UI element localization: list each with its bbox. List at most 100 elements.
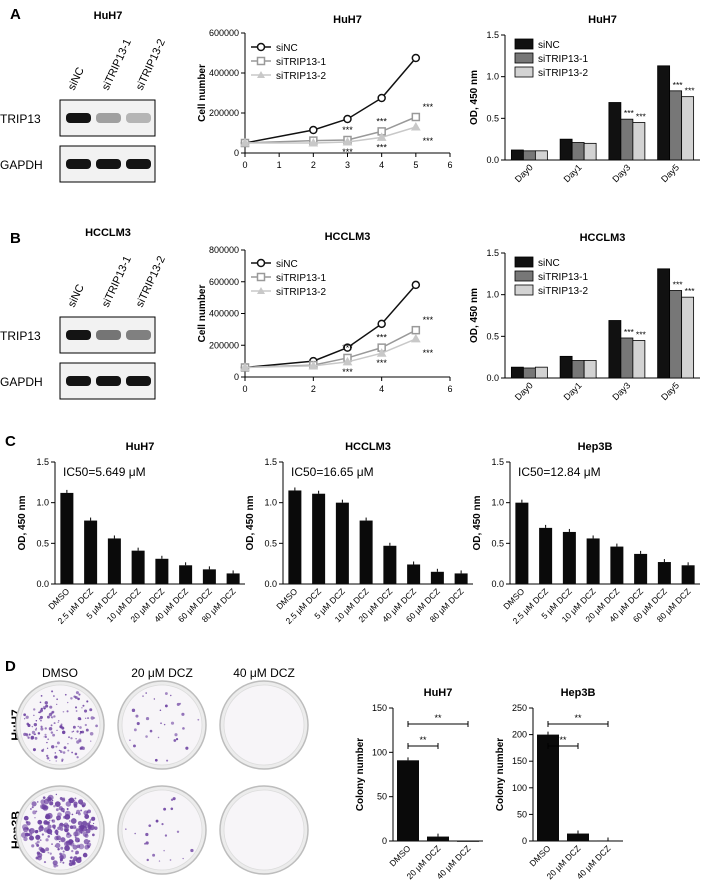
colony-dot <box>42 706 47 710</box>
dcz-huh7-bar <box>155 558 169 584</box>
growth-huh7-point <box>343 114 352 124</box>
panel-label-d: D <box>5 658 16 675</box>
blot-hcclm3-band <box>66 376 91 386</box>
growth-huh7-point <box>309 125 318 135</box>
colony-dot <box>157 736 160 739</box>
colony-dot <box>55 793 58 796</box>
colony-dot <box>146 858 149 862</box>
colony-dot <box>190 848 194 853</box>
od-huh7-ylabel: OD, 450 nm <box>469 70 480 125</box>
colony-dot <box>28 829 31 832</box>
colony-dot <box>85 828 91 834</box>
dcz-huh7-y-tick-label: 0.0 <box>36 579 49 589</box>
growth-hcclm3-y-tick-label: 200000 <box>209 340 239 350</box>
colony-dot <box>135 714 139 718</box>
colony-dot <box>52 824 56 829</box>
od-huh7-bar <box>559 138 573 161</box>
growth-hcclm3-sig-label: *** <box>342 343 353 353</box>
colony-dot <box>51 690 54 693</box>
od-hcclm3-sig-label: *** <box>624 327 635 337</box>
colony-dot <box>40 727 44 731</box>
colony-dot <box>49 819 51 822</box>
colony-dot <box>85 728 89 732</box>
od-huh7-bar <box>608 102 622 161</box>
dcz-hep3b-bar <box>657 562 671 584</box>
colony-dot <box>71 813 74 816</box>
colony-dot <box>75 691 79 695</box>
colony-dot <box>33 722 38 727</box>
growth-hcclm3-point <box>308 360 319 370</box>
colony-dot <box>86 700 89 703</box>
od-hcclm3-bar <box>608 320 622 379</box>
growth-huh7-legend-label: siTRIP13-2 <box>276 71 326 82</box>
dcz-hep3b-bar <box>515 502 529 584</box>
colony-dot <box>70 818 77 824</box>
od-huh7-bar <box>522 150 536 161</box>
colony-dot <box>54 752 57 754</box>
colony-dot <box>67 749 70 752</box>
colony-hep3b-bar <box>567 833 589 841</box>
colony-dot <box>53 722 56 725</box>
growth-hcclm3-legend-marker <box>256 258 266 268</box>
colony-dot <box>170 721 175 725</box>
colony-huh7-title: HuH7 <box>424 687 453 699</box>
od-hcclm3-bar <box>534 366 548 379</box>
colony-dot <box>42 796 46 799</box>
colony-dot <box>90 716 95 720</box>
dcz-huh7-bar <box>179 565 193 584</box>
colony-dot <box>74 696 78 699</box>
colony-dot <box>35 720 38 722</box>
colony-dot <box>145 735 148 738</box>
culture-well <box>19 684 101 766</box>
growth-hcclm3-sig-label: *** <box>376 358 387 368</box>
colony-huh7-bar <box>397 760 419 841</box>
colony-dot <box>59 750 62 752</box>
colony-dot <box>154 758 158 762</box>
colony-dot <box>78 738 82 742</box>
colony-dot <box>54 829 59 834</box>
dcz-hep3b-y-tick-label: 0.0 <box>491 579 504 589</box>
colony-dot <box>62 850 65 853</box>
od-hcclm3-legend-swatch <box>514 270 534 282</box>
od-hcclm3-y-tick-label: 0.0 <box>486 373 499 383</box>
colony-dot <box>95 724 98 728</box>
blot-huh7-band <box>96 159 121 169</box>
dcz-hcclm3-bar <box>454 573 468 584</box>
colony-dot <box>45 814 51 820</box>
colony-dot <box>49 852 52 855</box>
growth-huh7-legend-label: siNC <box>276 43 298 54</box>
blot-huh7-lane-label: siNC <box>66 66 87 93</box>
colony-dot <box>80 809 83 812</box>
colony-dot <box>60 827 64 831</box>
colony-dot <box>26 832 30 836</box>
blot-hcclm3-row-label: GAPDH <box>0 375 43 389</box>
growth-hcclm3-point <box>411 280 421 290</box>
dcz-hcclm3-bar <box>288 490 302 584</box>
colony-dot <box>55 842 61 849</box>
colony-dot <box>142 695 144 697</box>
od-huh7-legend-swatch <box>514 38 534 50</box>
dcz-hcclm3-bar <box>383 545 397 584</box>
dcz-hcclm3-bar <box>312 493 326 584</box>
colony-dot <box>70 856 73 859</box>
colony-hep3b-y-tick-label: 150 <box>512 756 527 766</box>
colony-dot <box>31 806 34 809</box>
colony-dot <box>164 692 168 695</box>
colony-dot <box>60 723 63 726</box>
colony-dot <box>85 717 87 719</box>
dcz-hcclm3-ylabel: OD, 450 nm <box>245 495 256 550</box>
colony-hep3b-title: Hep3B <box>561 687 596 699</box>
od-huh7-legend-label: siNC <box>538 40 560 51</box>
colony-huh7-sig-label: ** <box>419 735 427 745</box>
blot-hcclm3-band <box>96 330 121 340</box>
colony-dot <box>81 802 86 807</box>
colony-dot <box>63 746 67 750</box>
od-hcclm3-x-tick-label: Day0 <box>513 380 535 402</box>
od-huh7-legend-swatch <box>514 66 534 78</box>
colony-dot <box>52 695 55 697</box>
growth-hcclm3-x-tick-label: 4 <box>379 384 384 394</box>
colony-dot <box>52 733 56 737</box>
colony-dot <box>67 701 69 704</box>
growth-huh7-y-tick-label: 600000 <box>209 28 239 38</box>
dcz-huh7-ylabel: OD, 450 nm <box>17 495 28 550</box>
